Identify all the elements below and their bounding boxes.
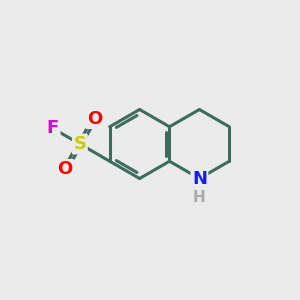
Text: S: S	[74, 135, 86, 153]
Text: O: O	[87, 110, 102, 128]
Text: N: N	[192, 169, 207, 188]
Text: F: F	[47, 119, 59, 137]
Text: H: H	[193, 190, 206, 205]
Text: O: O	[58, 160, 73, 178]
